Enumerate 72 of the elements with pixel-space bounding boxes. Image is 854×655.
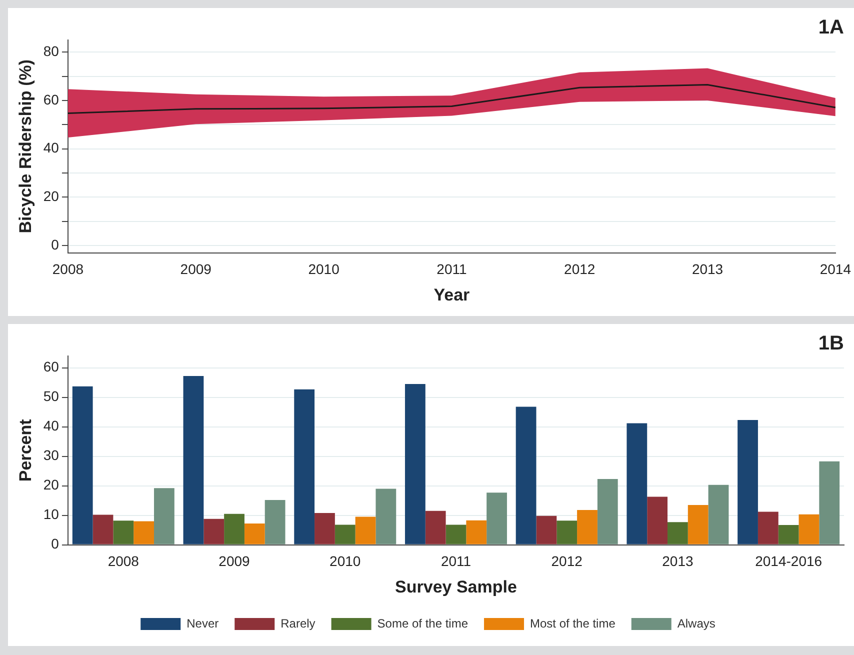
y-tick-label: 50	[43, 388, 60, 404]
bar	[264, 500, 286, 544]
x-tick-label: 2010	[308, 261, 340, 278]
bar	[668, 522, 688, 544]
x-tick-label: 2011	[440, 553, 472, 570]
bar	[597, 479, 618, 544]
bar	[577, 510, 598, 544]
x-tick-label: 2014	[820, 261, 852, 278]
y-axis-title: Bicycle Ridership (%)	[16, 59, 35, 234]
x-tick-label: 2009	[180, 261, 212, 278]
bar	[355, 516, 376, 544]
x-tick-label: 2010	[330, 553, 361, 570]
chart-title: 1A	[818, 16, 844, 39]
bar	[758, 512, 778, 544]
legend-label: Some of the time	[377, 616, 468, 630]
bar	[819, 461, 840, 544]
bar	[688, 504, 708, 544]
chart-title: 1B	[818, 332, 844, 355]
bar	[425, 510, 446, 544]
y-tick-label: 60	[43, 358, 60, 375]
bar	[536, 516, 557, 544]
y-tick-label: 40	[43, 140, 60, 156]
x-axis-title: Year	[434, 285, 470, 304]
y-tick-label: 20	[43, 476, 60, 493]
bar	[204, 518, 224, 544]
bar	[113, 520, 134, 544]
y-tick-label: 40	[43, 418, 60, 434]
bar	[404, 384, 426, 544]
bar	[183, 376, 204, 544]
bar	[314, 512, 335, 544]
legend-label: Never	[186, 616, 219, 630]
bar	[72, 386, 93, 544]
bar	[647, 496, 668, 544]
bar	[738, 420, 758, 544]
bar	[556, 520, 578, 544]
x-tick-label: 2012	[551, 553, 583, 570]
y-tick-label: 10	[43, 506, 60, 522]
x-tick-label: 2012	[564, 261, 596, 278]
bar	[224, 514, 244, 544]
x-axis-title: Survey Sample	[395, 577, 517, 596]
legend-label: Most of the time	[530, 616, 616, 630]
y-tick-label: 60	[43, 91, 60, 108]
bar	[92, 514, 114, 544]
legend-label: Rarely	[280, 616, 316, 630]
bar	[778, 525, 799, 544]
bar	[154, 488, 174, 544]
bar	[708, 484, 729, 544]
y-tick-label: 0	[51, 536, 60, 552]
bar	[516, 406, 536, 544]
x-tick-label: 2008	[52, 261, 84, 278]
bar	[244, 524, 265, 544]
y-tick-label: 20	[43, 188, 60, 204]
x-tick-label: 2009	[218, 553, 250, 570]
x-tick-label: 2014-2016	[755, 553, 822, 570]
bar	[446, 524, 466, 544]
legend-label: Always	[677, 616, 716, 630]
bar	[134, 521, 154, 544]
y-tick-label: 80	[43, 42, 60, 59]
x-tick-label: 2008	[108, 553, 140, 570]
bar	[294, 389, 315, 544]
bar	[334, 524, 356, 544]
bar	[486, 492, 507, 544]
y-axis-title: Percent	[16, 418, 35, 482]
bar	[466, 520, 487, 544]
y-tick-label: 30	[43, 447, 60, 464]
x-tick-label: 2011	[436, 261, 467, 278]
bar	[798, 514, 820, 544]
x-tick-label: 2013	[662, 553, 694, 570]
bar	[376, 488, 396, 544]
y-tick-label: 0	[51, 236, 60, 252]
bar	[626, 423, 648, 544]
x-tick-label: 2013	[692, 261, 724, 278]
